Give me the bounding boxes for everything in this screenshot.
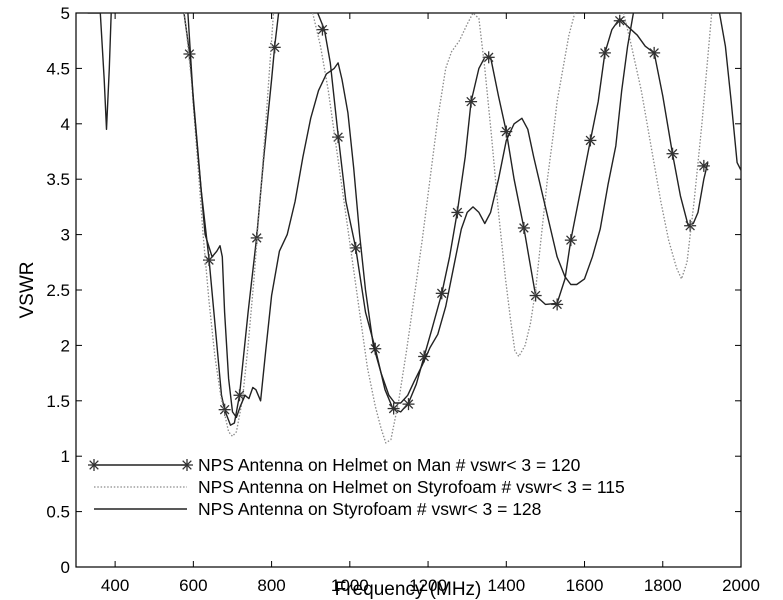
series-marker	[218, 403, 231, 416]
series-marker	[183, 47, 196, 60]
x-axis: 400 600 800 1000 1200 1400 1600 1800 2000	[101, 13, 760, 595]
x-tick-label: 1400	[487, 576, 525, 595]
series-marker	[684, 219, 697, 232]
legend-marker	[181, 459, 193, 471]
legend-label: NPS Antenna on Helmet on Man # vswr< 3 =…	[198, 455, 581, 475]
series-marker	[451, 206, 464, 219]
x-tick-label: 400	[101, 576, 129, 595]
series-marker	[598, 46, 611, 59]
y-tick-label: 2.5	[46, 281, 70, 300]
y-tick-label: 4	[61, 115, 70, 134]
series-line-7	[718, 13, 741, 171]
series-marker	[465, 95, 478, 108]
series-line-4	[622, 13, 713, 280]
y-tick-label: 3	[61, 226, 70, 245]
x-tick-label: 1000	[331, 576, 369, 595]
series-line-6	[187, 13, 635, 419]
y-tick-label: 0.5	[46, 503, 70, 522]
series-marker	[613, 14, 626, 27]
x-axis-title: Frequency (MHz)	[335, 579, 482, 600]
series-marker	[332, 131, 345, 144]
series-marker	[551, 298, 564, 311]
series-marker	[387, 402, 400, 415]
x-tick-label: 1800	[644, 576, 682, 595]
series-layer	[87, 13, 741, 444]
y-tick-label: 5	[61, 4, 70, 23]
series-marker	[435, 287, 448, 300]
x-tick-label: 2000	[722, 576, 760, 595]
series-line-0	[183, 13, 280, 426]
x-tick-label: 800	[257, 576, 285, 595]
series-marker	[402, 398, 415, 411]
series-marker	[233, 389, 246, 402]
x-tick-label: 600	[179, 576, 207, 595]
y-tick-label: 0	[61, 558, 70, 577]
y-axis-title: VSWR	[17, 262, 38, 319]
legend-label: NPS Antenna on Styrofoam # vswr< 3 = 128	[198, 499, 541, 519]
series-line-5	[87, 13, 112, 130]
series-marker	[564, 234, 577, 247]
legend-label: NPS Antenna on Helmet on Styrofoam # vsw…	[198, 477, 625, 497]
legend: NPS Antenna on Helmet on Man # vswr< 3 =…	[88, 455, 625, 519]
series-marker	[482, 51, 495, 64]
plot-area	[75, 12, 742, 568]
y-tick-label: 1.5	[46, 392, 70, 411]
series-marker	[349, 241, 362, 254]
x-tick-label: 1600	[566, 576, 604, 595]
series-marker	[666, 147, 679, 160]
y-tick-label: 2	[61, 336, 70, 355]
series-line-3	[312, 13, 576, 444]
series-marker	[697, 159, 710, 172]
y-tick-label: 1	[61, 447, 70, 466]
x-tick-label: 1200	[409, 576, 447, 595]
series-marker	[648, 46, 661, 59]
series-marker	[584, 134, 597, 147]
y-tick-label: 4.5	[46, 59, 70, 78]
series-marker	[517, 221, 530, 234]
y-axis: 0 0.5 1 1.5 2 2.5 3 3.5 4 4.5 5	[46, 4, 741, 577]
series-marker	[369, 342, 382, 355]
series-marker	[316, 23, 329, 36]
legend-marker	[88, 459, 100, 471]
y-tick-label: 3.5	[46, 170, 70, 189]
